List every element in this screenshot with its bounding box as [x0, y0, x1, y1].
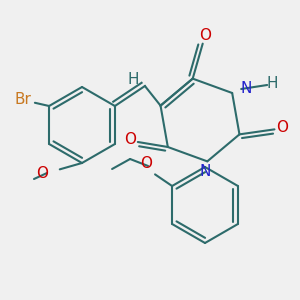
Text: Br: Br [15, 92, 32, 106]
Text: H: H [127, 73, 139, 88]
Text: O: O [140, 155, 152, 170]
Text: N: N [241, 80, 252, 95]
Text: O: O [277, 120, 289, 135]
Text: O: O [36, 166, 48, 181]
Text: N: N [200, 164, 211, 179]
Text: O: O [199, 28, 211, 43]
Text: H: H [266, 76, 278, 91]
Text: O: O [124, 133, 136, 148]
